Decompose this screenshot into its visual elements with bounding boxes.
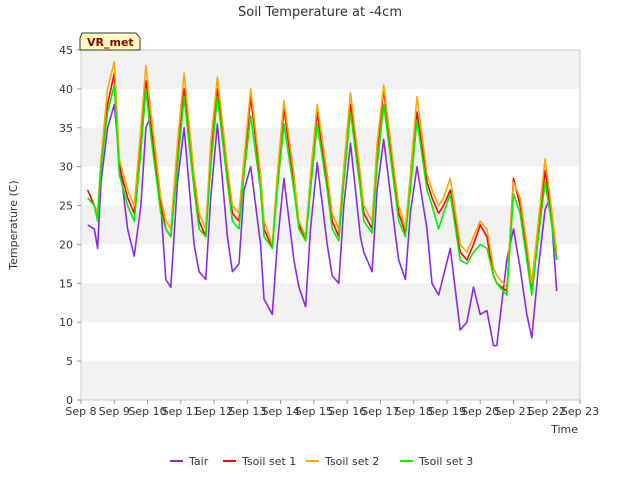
series-line-tsoil-set-2 (87, 60, 558, 289)
series-line-tsoil-set-3 (87, 84, 558, 296)
y-tick-label: 30 (59, 161, 73, 174)
grid-band (81, 361, 580, 400)
series-line-tsoil-set-1 (86, 72, 558, 292)
x-tick-label: Sep 12 (195, 405, 233, 418)
series-lines (86, 60, 558, 347)
x-tick-label: Sep 11 (162, 405, 200, 418)
y-tick-label: 5 (66, 355, 73, 368)
legend: Tair Tsoil set 1 Tsoil set 2 Tsoil set 3 (170, 455, 473, 468)
x-axis-label: Time (550, 423, 578, 436)
legend-label-tsoil-set-1: Tsoil set 1 (241, 455, 296, 468)
legend-label-tsoil-set-2: Tsoil set 2 (324, 455, 379, 468)
x-tick-label: Sep 22 (528, 405, 566, 418)
x-tick-label: Sep 17 (361, 405, 399, 418)
y-tick-label: 35 (59, 122, 73, 135)
station-badge-label: VR_met (87, 36, 134, 49)
x-tick-label: Sep 10 (128, 405, 166, 418)
y-tick-label: 45 (59, 44, 73, 57)
x-tick-label: Sep 9 (99, 405, 130, 418)
x-tick-label: Sep 13 (228, 405, 266, 418)
chart-title: Soil Temperature at -4cm (238, 5, 402, 20)
y-tick-label: 10 (59, 316, 73, 329)
x-tick-label: Sep 18 (395, 405, 433, 418)
y-axis-ticks: 0 5 10 15 20 25 30 35 40 45 (59, 44, 81, 407)
y-tick-label: 0 (66, 394, 73, 407)
y-tick-label: 25 (59, 200, 73, 213)
y-tick-label: 40 (59, 83, 73, 96)
plot-area (80, 49, 581, 401)
y-axis-label: Temperature (C) (7, 180, 20, 270)
legend-label-tair: Tair (188, 455, 209, 468)
grid-band (81, 127, 580, 167)
x-tick-label: Sep 16 (328, 405, 366, 418)
x-tick-label: Sep 19 (428, 405, 466, 418)
grid-band (81, 50, 580, 89)
grid-band (81, 283, 580, 323)
grid-bands (81, 50, 580, 400)
x-tick-label: Sep 8 (65, 405, 96, 418)
legend-label-tsoil-set-3: Tsoil set 3 (418, 455, 473, 468)
x-tick-label: Sep 14 (261, 405, 299, 418)
x-tick-label: Sep 21 (494, 405, 532, 418)
x-tick-label: Sep 15 (295, 405, 333, 418)
x-tick-label: Sep 20 (461, 405, 499, 418)
y-tick-label: 15 (59, 277, 73, 290)
station-badge: VR_met (79, 32, 141, 51)
y-tick-label: 20 (59, 238, 73, 251)
x-tick-label: Sep 23 (561, 405, 599, 418)
